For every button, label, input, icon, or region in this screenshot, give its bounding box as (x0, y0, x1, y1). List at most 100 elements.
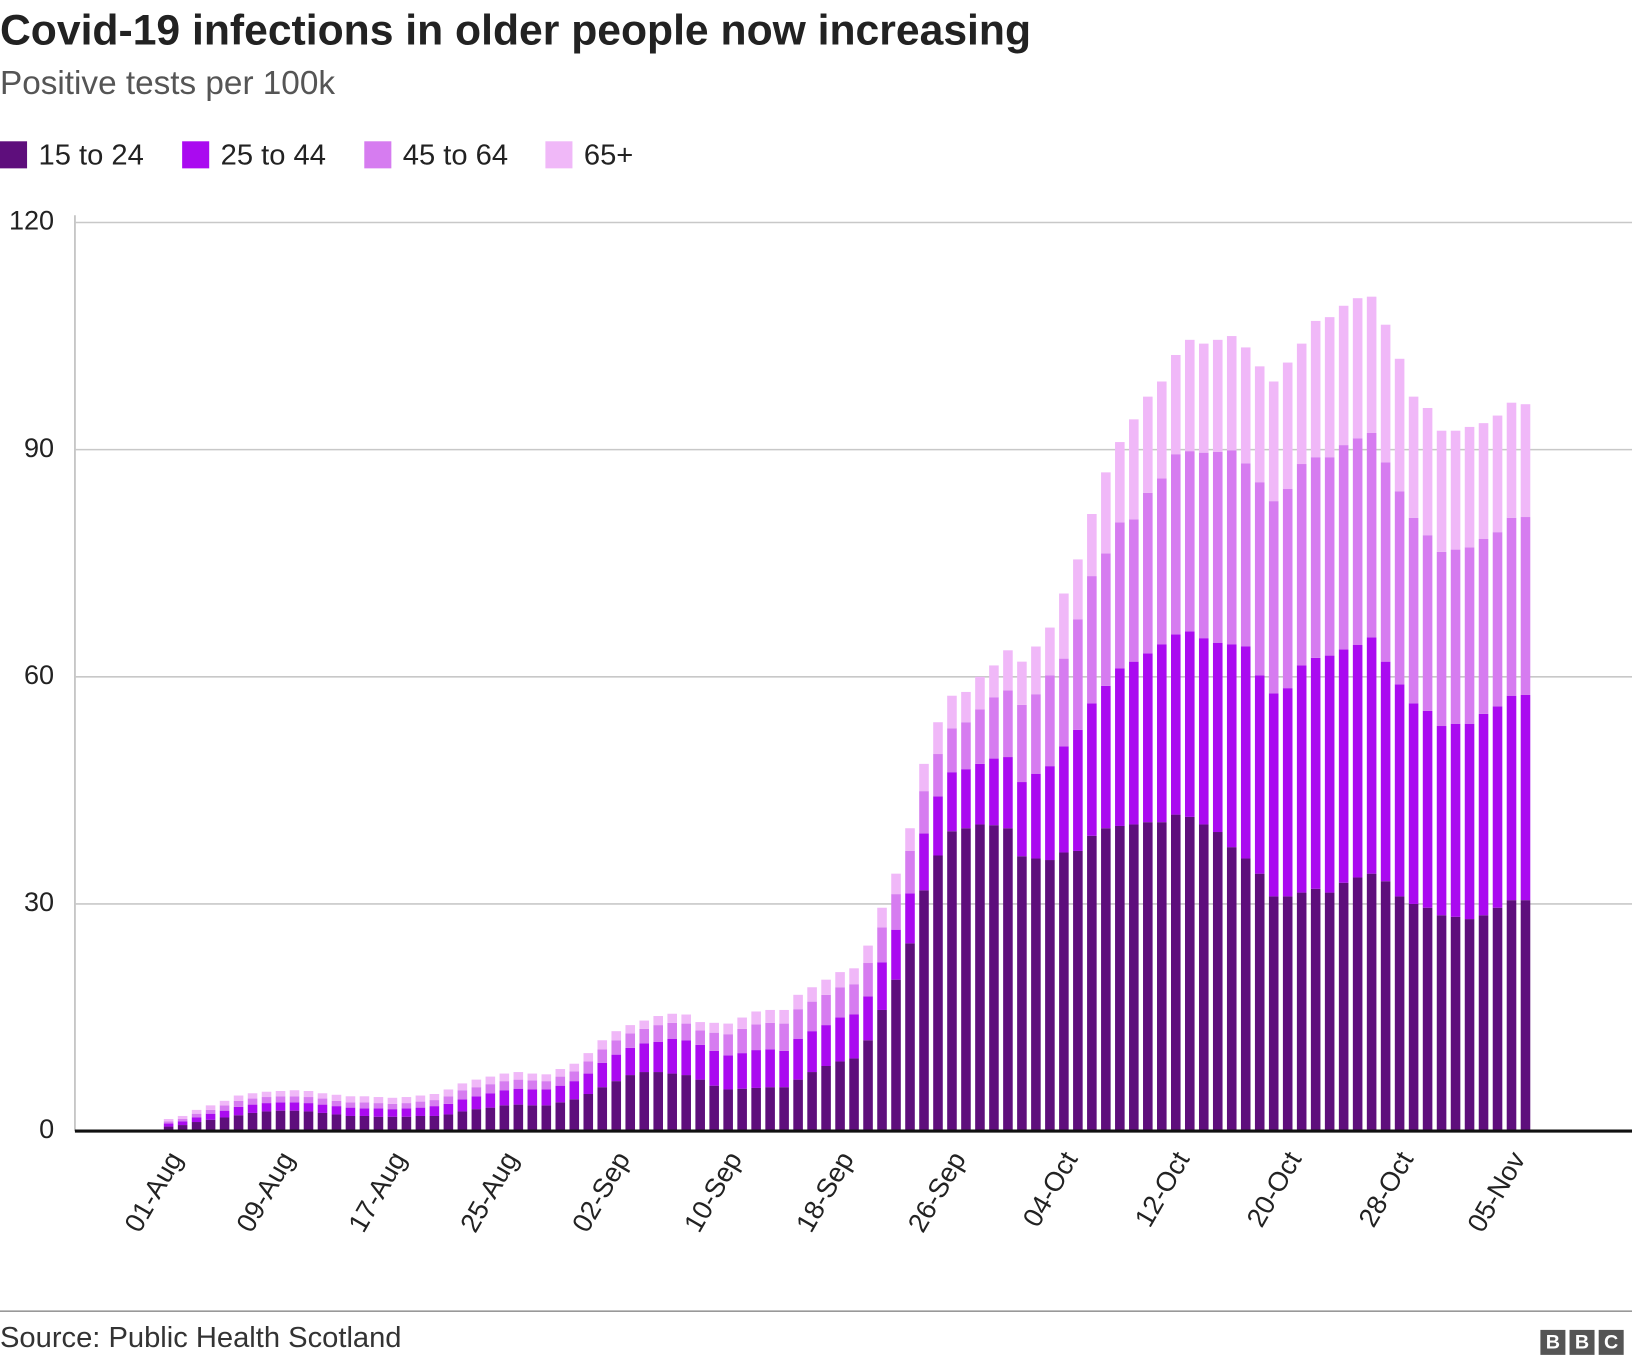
logo (1540, 1329, 1624, 1355)
bar-segment (723, 1023, 733, 1035)
bar-segment (415, 1107, 426, 1116)
bar-segment (695, 1030, 705, 1045)
y-tick-label: 60 (24, 660, 54, 690)
bar-segment (1073, 729, 1083, 851)
bar-segment (1017, 661, 1027, 705)
bar-segment (303, 1097, 314, 1104)
bar-segment (555, 1085, 566, 1103)
bar-segment (1366, 637, 1377, 874)
bar-segment (513, 1104, 524, 1132)
bar-segment (821, 979, 831, 995)
bar-segment (695, 1079, 705, 1132)
bar-segment (807, 987, 817, 1002)
bar-segment (485, 1093, 496, 1108)
bar-segment (1101, 472, 1111, 554)
bar-segment (1422, 535, 1433, 711)
bar-segment (1478, 915, 1489, 1132)
bar-segment (989, 697, 999, 759)
bar-segment (401, 1108, 412, 1117)
bar-segment (961, 769, 971, 829)
bar-segment (667, 1038, 677, 1074)
x-tick-label: 18-Sep (790, 1147, 860, 1238)
bar-segment (1296, 665, 1307, 893)
bar-segment (1310, 320, 1321, 458)
bar-segment (765, 1022, 775, 1050)
x-tick-label: 17-Aug (343, 1147, 413, 1238)
logo-box (1598, 1329, 1624, 1355)
bar-segment (1506, 402, 1517, 518)
bar-segment (1366, 873, 1377, 1132)
bar-segment (1198, 343, 1209, 453)
bar-segment (583, 1073, 594, 1095)
bar-segment (373, 1097, 384, 1104)
bar-segment (1157, 644, 1167, 823)
bar-segment (401, 1103, 412, 1109)
bar-segment (1087, 576, 1097, 704)
bar-segment (205, 1109, 216, 1114)
bar-segment (485, 1076, 496, 1085)
bar-segment (1184, 631, 1195, 817)
bar-segment (387, 1097, 398, 1104)
bar-segment (835, 1017, 845, 1062)
y-tick-label: 30 (24, 887, 54, 917)
x-tick-label: 26-Sep (902, 1147, 972, 1238)
bar-segment (1436, 726, 1447, 916)
bar-segment (1296, 343, 1307, 465)
bar-segment (1198, 638, 1209, 825)
bar-segment (779, 1087, 789, 1132)
bar-segment (373, 1103, 384, 1109)
bar-segment (919, 763, 929, 792)
bar-segment (1282, 362, 1293, 490)
bar-segment (1087, 513, 1097, 577)
bar-segment (429, 1106, 440, 1116)
bar-segment (1045, 766, 1055, 861)
bar-segment (205, 1119, 216, 1132)
bar-segment (261, 1091, 272, 1098)
logo-box (1540, 1329, 1566, 1355)
x-tick-label: 01-Aug (119, 1147, 189, 1238)
bar-segment (709, 1022, 719, 1033)
x-tick-label: 20-Oct (1241, 1146, 1308, 1232)
bar-segment (611, 1054, 622, 1082)
bar-segment (499, 1105, 510, 1132)
bar-segment (219, 1100, 230, 1106)
bar-segment (429, 1100, 440, 1107)
bar-segment (1268, 381, 1279, 502)
bar-segment (1422, 407, 1433, 536)
bar-segment (387, 1109, 398, 1117)
bar-segment (471, 1079, 482, 1088)
bar-segment (345, 1102, 356, 1108)
bar-segment (233, 1106, 244, 1116)
bar-segment (247, 1093, 258, 1099)
bar-segment (401, 1097, 412, 1104)
logo-letter: B (1546, 1332, 1560, 1354)
chart-subtitle: Positive tests per 100k (0, 65, 335, 102)
legend-label: 15 to 24 (39, 140, 144, 172)
bar-segment (1031, 646, 1041, 695)
bar-segment (303, 1090, 314, 1098)
bar-segment (1282, 688, 1293, 897)
bar-segment (1003, 757, 1013, 829)
bar-segment (359, 1102, 370, 1109)
bar-segment (1129, 824, 1139, 1132)
bar-segment (1101, 828, 1111, 1132)
bar-segment (695, 1044, 705, 1080)
bar-segment (1212, 339, 1223, 452)
y-tick-label: 90 (24, 433, 54, 463)
bar-segment (331, 1094, 342, 1101)
bar-segment (1226, 450, 1237, 645)
bar-segment (681, 1023, 691, 1041)
bar-segment (625, 1047, 636, 1076)
bar-segment (933, 754, 943, 797)
bar-segment (541, 1074, 552, 1082)
bar-segment (961, 691, 971, 723)
bar-segment (625, 1033, 636, 1048)
bar-segment (177, 1125, 188, 1132)
bar-segment (569, 1071, 580, 1082)
bar-segment (583, 1053, 594, 1062)
bar-segment (1087, 703, 1097, 836)
bar-segment (1171, 814, 1181, 1132)
bar-segment (807, 1031, 817, 1073)
bar-segment (1031, 694, 1041, 774)
bar-segment (317, 1104, 328, 1113)
